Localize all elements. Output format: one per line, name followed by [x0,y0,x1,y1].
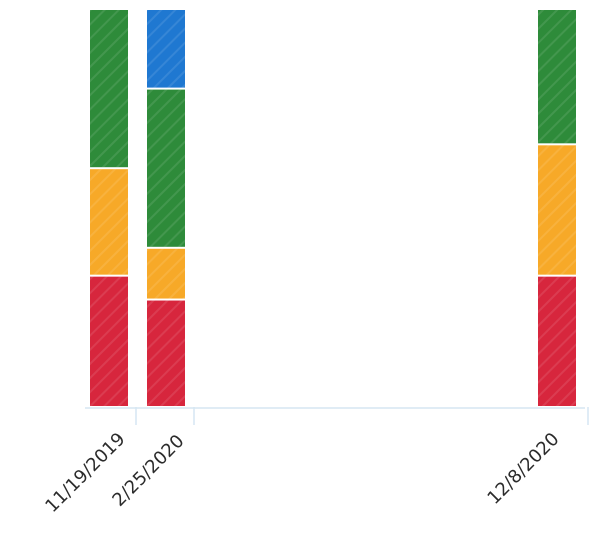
bar-segment-texture [538,276,576,406]
x-tick-label: 12/8/2020 [483,429,563,509]
bars-layer [90,10,576,406]
bar-segment-texture [538,10,576,144]
bar-segment-texture [147,248,185,299]
bar-segment-texture [538,145,576,275]
bar-segment-texture [90,276,128,406]
bar-segment-texture [90,169,128,275]
bar-segment-texture [147,10,185,88]
bar-segment-texture [147,300,185,406]
bar-segment-texture [147,89,185,247]
bar-segment-texture [90,10,128,168]
x-axis [85,407,589,425]
